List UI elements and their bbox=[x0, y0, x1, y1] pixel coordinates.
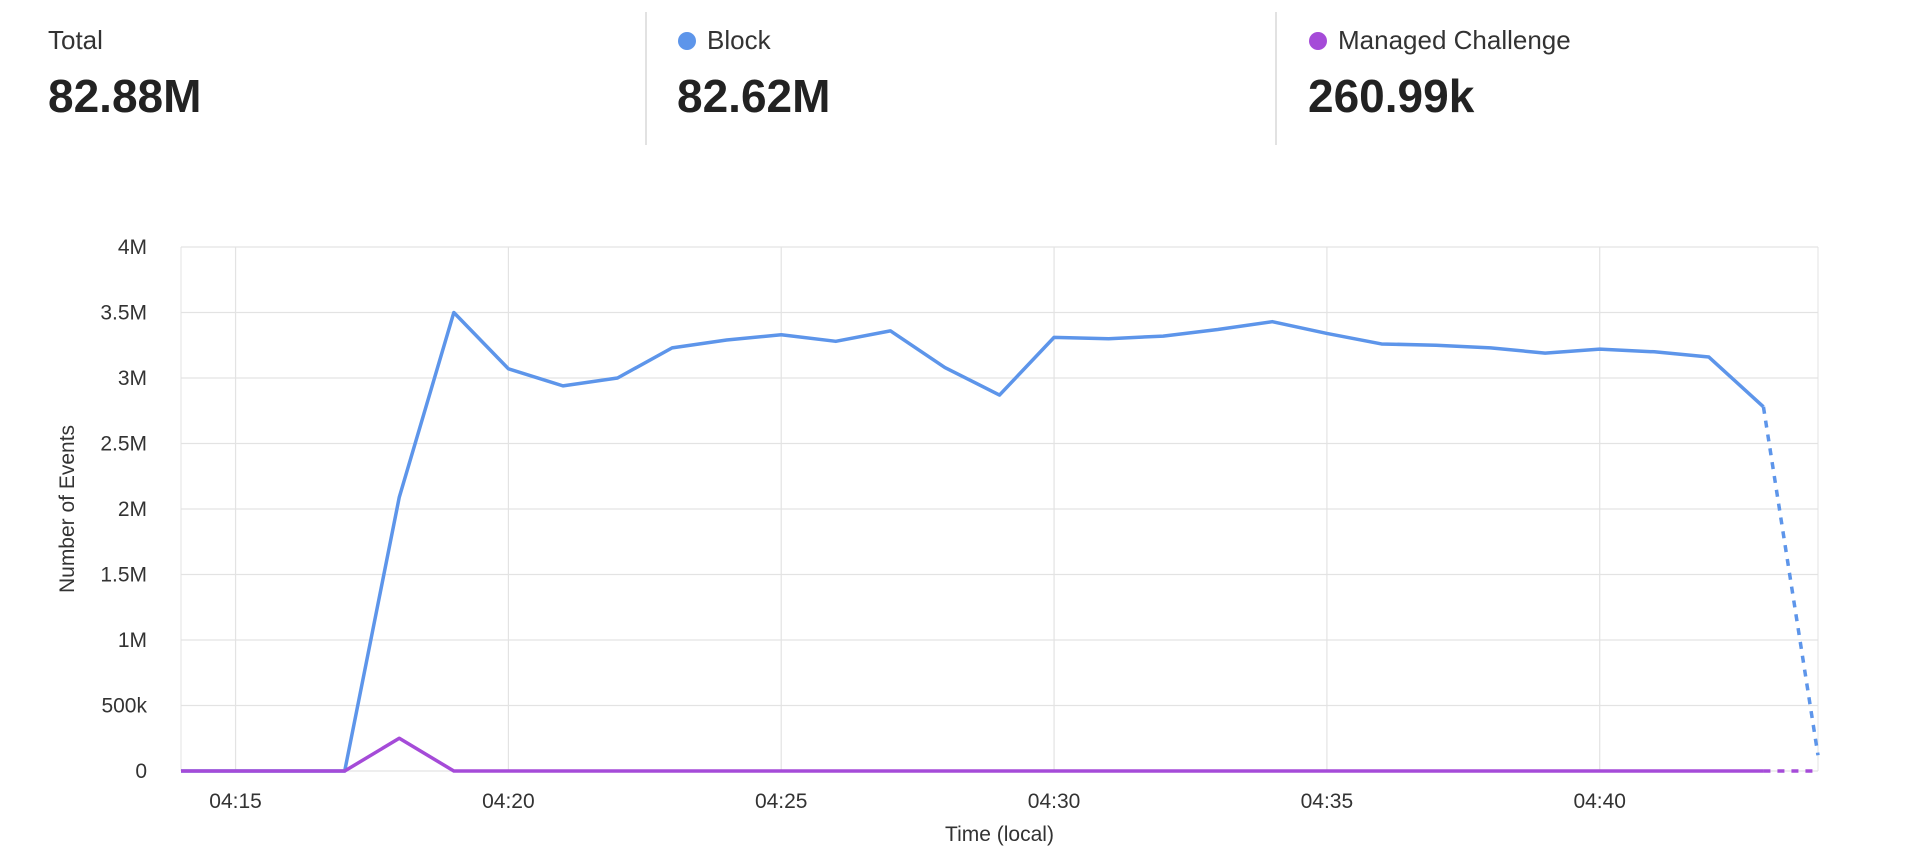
x-axis-title: Time (local) bbox=[945, 823, 1054, 846]
y-tick-label: 1M bbox=[118, 629, 147, 652]
stat-value: 260.99k bbox=[1308, 70, 1475, 122]
series-line bbox=[181, 736, 1764, 773]
series-line bbox=[181, 310, 1765, 773]
y-tick-label: 3.5M bbox=[100, 302, 147, 325]
y-tick-label: 3M bbox=[118, 367, 147, 390]
x-tick-label: 04:15 bbox=[209, 790, 262, 813]
stat-value: 82.88M bbox=[48, 70, 201, 122]
legend-dot bbox=[678, 32, 696, 50]
stat-label: Total bbox=[48, 25, 103, 55]
stat-value: 82.62M bbox=[677, 70, 830, 122]
y-tick-label: 2.5M bbox=[100, 433, 147, 456]
y-tick-label: 0 bbox=[135, 760, 147, 783]
y-tick-label: 4M bbox=[118, 236, 147, 259]
x-tick-label: 04:25 bbox=[755, 790, 808, 813]
x-tick-label: 04:30 bbox=[1028, 790, 1081, 813]
x-tick-label: 04:40 bbox=[1573, 790, 1626, 813]
legend-dot bbox=[1309, 32, 1327, 50]
stat-label: Block bbox=[707, 25, 772, 55]
y-axis-title: Number of Events bbox=[56, 425, 79, 593]
x-tick-label: 04:20 bbox=[482, 790, 535, 813]
y-tick-label: 1.5M bbox=[100, 564, 147, 587]
y-tick-label: 500k bbox=[101, 695, 147, 718]
y-tick-label: 2M bbox=[118, 498, 147, 521]
stat-label: Managed Challenge bbox=[1338, 25, 1571, 55]
x-tick-label: 04:35 bbox=[1301, 790, 1354, 813]
series-line-partial bbox=[1761, 406, 1820, 756]
